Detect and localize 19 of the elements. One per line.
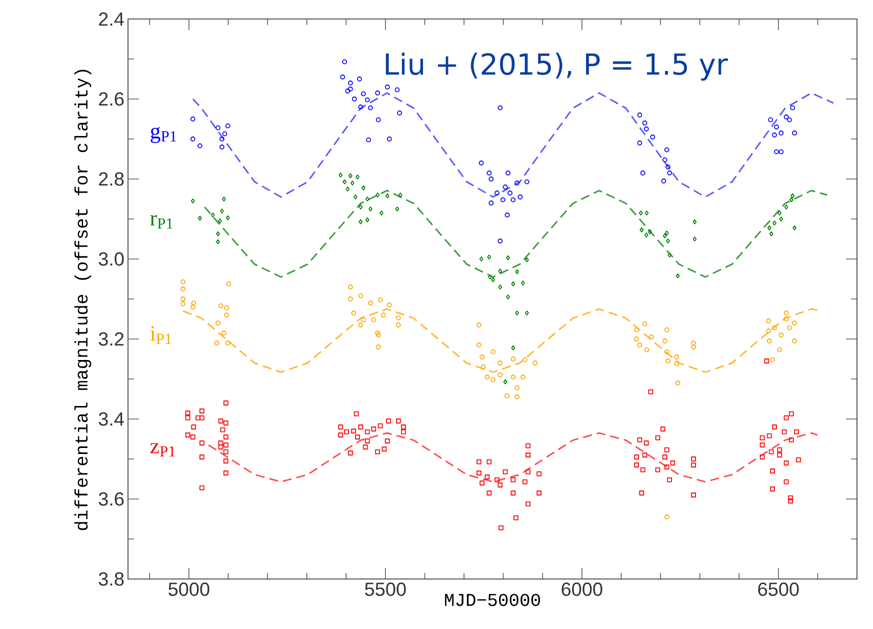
y-tick-label: 3.2 xyxy=(98,332,124,346)
y-tick-label: 3.0 xyxy=(98,252,124,266)
y-tick-label: 3.4 xyxy=(98,412,124,426)
series-label: z$_{P1}$ xyxy=(150,443,175,456)
y-tick-label: 3.8 xyxy=(98,572,124,586)
y-tick-label: 2.6 xyxy=(99,92,124,106)
x-tick-label: 6000 xyxy=(562,582,602,596)
annotation: Liu + (2015), P = 1.5 yr xyxy=(386,52,728,81)
y-tick-label: 3.6 xyxy=(98,492,124,506)
x-tick-label: 6500 xyxy=(758,582,799,596)
series-label: r$_{P1}$ xyxy=(150,215,172,229)
series-label: i$_{P1}$ xyxy=(150,326,172,344)
y-tick-label: 2.4 xyxy=(99,12,124,26)
y-axis-title: differential magnitude (offset for clarity) xyxy=(74,70,92,530)
x-tick-label: 5000 xyxy=(168,582,210,596)
y-tick-label: 2.8 xyxy=(99,172,124,186)
x-axis-title: MJD−50000 xyxy=(445,594,540,606)
series-label: g$_{P1}$ xyxy=(150,126,176,144)
x-tick-label: 5500 xyxy=(365,582,406,596)
